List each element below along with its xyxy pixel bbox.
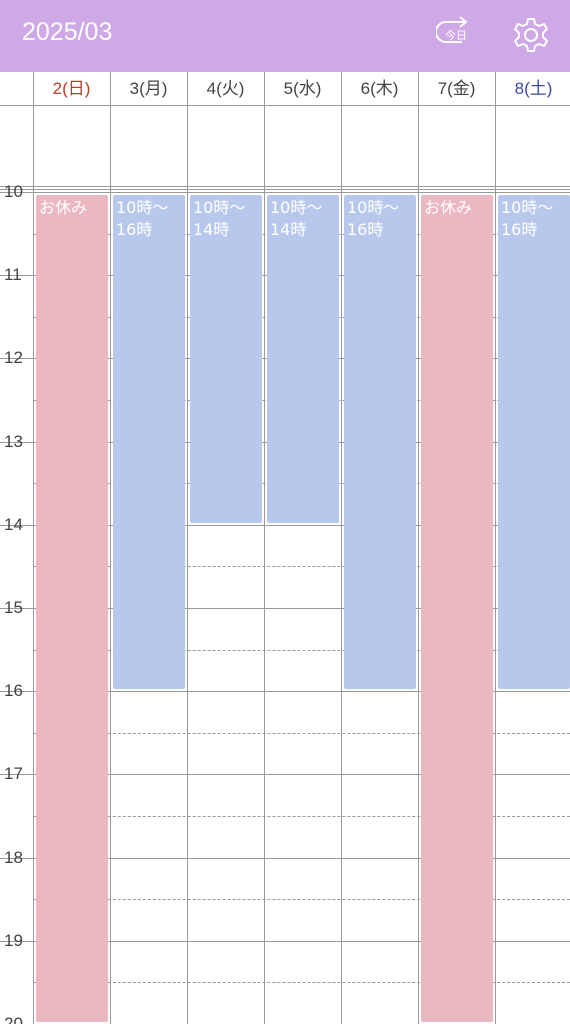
day-label: 2(日) (52, 79, 91, 98)
hour-line (0, 691, 570, 693)
allday-line (0, 186, 570, 187)
half-hour-line (33, 816, 570, 817)
hour-label: 13 (4, 431, 23, 451)
half-hour-line (33, 982, 570, 984)
column-line (187, 72, 188, 1024)
day-label: 8(土) (514, 79, 553, 98)
hour-label: 16 (4, 681, 23, 701)
hour-label: 14 (4, 514, 23, 534)
hour-line (0, 524, 570, 526)
hour-label: 11 (4, 265, 22, 285)
column-line (264, 72, 265, 1024)
half-hour-line (33, 899, 570, 901)
column-line (495, 72, 496, 1024)
event-text: 16時 (116, 220, 153, 239)
event[interactable]: 10時～ 16時 (498, 195, 570, 690)
event-text: 10時～ (193, 198, 246, 217)
half-hour-line (33, 566, 570, 568)
half-hour-line (33, 732, 570, 734)
event-text: 10時～ (270, 198, 323, 217)
day-label: 6(木) (360, 79, 399, 98)
column-line (33, 72, 34, 1024)
hour-line (0, 857, 570, 859)
hour-label: 20 (4, 1014, 23, 1024)
day-label: 5(水) (283, 79, 322, 98)
event-text: 10時～ (347, 198, 400, 217)
app-header: 2025/03 今日 (0, 0, 570, 72)
today-label: 今日 (445, 29, 467, 42)
today-button[interactable]: 今日 (435, 16, 474, 52)
month-title: 2025/03 (22, 18, 113, 46)
hour-label: 19 (4, 930, 23, 950)
hour-label: 12 (4, 348, 23, 368)
day-label: 4(火) (206, 79, 245, 98)
hour-line (0, 940, 570, 942)
half-hour-line (33, 649, 570, 651)
today-icon (435, 16, 468, 43)
event-text: 10時～ (116, 198, 169, 217)
event-text: 10時～ (501, 198, 554, 217)
hour-label: 15 (4, 598, 23, 617)
hour-line (0, 608, 570, 609)
event-text: お休み (39, 198, 88, 217)
event[interactable]: お休み (421, 195, 493, 1022)
hour-label: 17 (4, 764, 23, 784)
hour-label: 18 (4, 847, 23, 867)
event-text: お休み (424, 198, 473, 217)
event[interactable]: 10時～ 16時 (344, 195, 416, 690)
header-line (0, 105, 570, 106)
event-text: 16時 (347, 220, 384, 239)
day-label: 3(月) (129, 79, 168, 98)
hour-line (0, 774, 570, 776)
hour-line (0, 192, 570, 193)
event-text: 14時 (193, 220, 230, 239)
allday-line (0, 189, 570, 190)
event[interactable]: 10時～ 14時 (267, 195, 339, 523)
day-label: 7(金) (437, 79, 476, 98)
event[interactable]: お休み (36, 195, 108, 1022)
event[interactable]: 10時～ 16時 (113, 195, 185, 690)
column-line (341, 72, 342, 1024)
event[interactable]: 10時～ 14時 (190, 195, 262, 523)
event-text: 16時 (501, 220, 538, 239)
hour-label: 10 (4, 182, 23, 201)
column-line (110, 72, 111, 1024)
event-text: 14時 (270, 220, 307, 239)
settings-button[interactable] (512, 16, 550, 54)
column-line (418, 72, 419, 1024)
